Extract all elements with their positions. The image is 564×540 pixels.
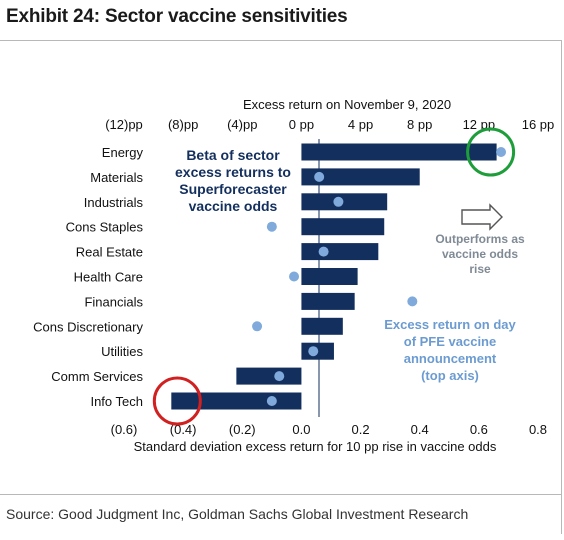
excess-return-dot <box>314 171 325 182</box>
bottom-tick-label: 0.8 <box>529 422 547 437</box>
beta-annotation-line: Beta of sector <box>186 147 280 163</box>
beta-annotation-line: vaccine odds <box>189 198 278 214</box>
beta-bar <box>301 218 385 236</box>
beta-bar <box>301 292 355 310</box>
bottom-tick-label: (0.2) <box>229 422 256 437</box>
category-labels: Energy Materials Industrials Cons Staples Re… <box>33 145 143 409</box>
beta-bar <box>301 168 420 186</box>
dot-annotation-line: announcement <box>404 351 497 366</box>
outperforms-line: vaccine odds <box>442 247 518 261</box>
top-tick-label: 16 pp <box>522 117 555 132</box>
excess-return-dot <box>496 147 507 157</box>
category-label: Cons Discretionary <box>33 319 143 334</box>
excess-return-dot <box>266 221 277 232</box>
chart-frame <box>0 40 562 534</box>
category-label: Cons Staples <box>66 220 144 235</box>
beta-bar <box>236 367 302 385</box>
beta-bar <box>301 317 343 335</box>
highlight-circles <box>152 127 516 426</box>
dot-annotation-line: of PFE vaccine <box>404 334 496 349</box>
category-label: Utilities <box>101 344 143 359</box>
outperforms-arrow-icon <box>461 203 503 231</box>
top-axis-title: Excess return on November 9, 2020 <box>243 97 451 112</box>
category-label: Industrials <box>84 195 144 210</box>
beta-bar <box>301 268 358 285</box>
beta-bar <box>301 193 388 211</box>
top-tick-label: (12)pp <box>105 117 143 132</box>
excess-return-dot <box>308 346 319 357</box>
bottom-tick-label: 0.6 <box>470 422 488 437</box>
excess-return-dot <box>252 321 263 332</box>
beta-bar <box>301 143 497 161</box>
bottom-axis-ticks: (0.6) (0.4) (0.2) 0.0 0.2 0.4 0.6 0.8 <box>111 422 547 437</box>
excess-return-dot <box>266 396 277 406</box>
beta-annotation-line: excess returns to <box>175 164 291 180</box>
excess-return-dot <box>333 196 344 207</box>
bottom-tick-label: 0.0 <box>292 422 310 437</box>
dot-annotation: Excess return on day of PFE vaccine anno… <box>384 317 516 383</box>
category-label: Materials <box>90 170 143 185</box>
bottom-tick-label: 0.2 <box>352 422 370 437</box>
beta-bar <box>171 392 302 410</box>
highlight-circle <box>466 127 516 177</box>
outperforms-annotation: Outperforms as vaccine odds rise <box>435 232 525 276</box>
bottom-tick-label: (0.4) <box>170 422 197 437</box>
top-tick-label: 4 pp <box>348 117 373 132</box>
source-divider <box>0 494 562 495</box>
outperforms-line: rise <box>469 262 491 276</box>
category-label: Real Estate <box>76 245 143 260</box>
beta-bar <box>301 243 379 261</box>
category-label: Info Tech <box>90 394 143 409</box>
excess-return-dots <box>252 147 507 406</box>
bottom-axis-title: Standard deviation excess return for 10 … <box>134 439 497 454</box>
dot-annotation-line: Excess return on day <box>384 317 516 332</box>
top-tick-label: 0 pp <box>289 117 314 132</box>
bottom-tick-label: 0.4 <box>411 422 429 437</box>
beta-annotation-line: Superforecaster <box>179 181 287 197</box>
top-tick-label: 8 pp <box>407 117 432 132</box>
excess-return-dot <box>407 296 418 307</box>
source-note: Source: Good Judgment Inc, Goldman Sachs… <box>6 506 469 522</box>
beta-bars <box>171 143 497 410</box>
bottom-tick-label: (0.6) <box>111 422 138 437</box>
beta-annotation: Beta of sector excess returns to Superfo… <box>175 147 291 214</box>
top-tick-label: (4)pp <box>227 117 257 132</box>
top-tick-label: (8)pp <box>168 117 198 132</box>
excess-return-dot <box>289 271 300 282</box>
category-label: Energy <box>102 145 144 160</box>
sector-vaccine-chart: Excess return on November 9, 2020 (12)pp… <box>33 97 555 454</box>
exhibit-title: Exhibit 24: Sector vaccine sensitivities <box>6 6 348 27</box>
category-label: Financials <box>84 294 143 309</box>
highlight-circle <box>152 376 202 426</box>
outperforms-line: Outperforms as <box>435 232 525 246</box>
category-label: Health Care <box>74 270 143 285</box>
category-label: Comm Services <box>51 369 143 384</box>
dot-annotation-line: (top axis) <box>421 368 479 383</box>
excess-return-dot <box>318 246 329 257</box>
excess-return-dot <box>274 371 285 382</box>
